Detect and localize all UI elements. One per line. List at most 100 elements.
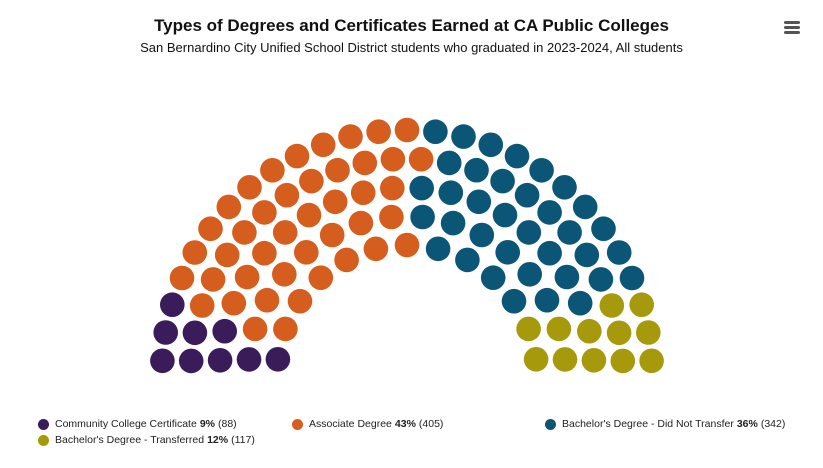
dot-associate-degree[interactable]	[221, 290, 247, 316]
dot-associate-degree[interactable]	[216, 194, 242, 220]
dot-associate-degree[interactable]	[272, 262, 297, 287]
dot-associate-degree[interactable]	[308, 265, 334, 291]
dot-associate-degree[interactable]	[380, 146, 406, 172]
dot-associate-degree[interactable]	[252, 240, 277, 266]
dot-bachelor-s-degree-transferred[interactable]	[629, 292, 654, 318]
dot-associate-degree[interactable]	[334, 247, 359, 273]
dot-bachelor-s-degree-did-not-transfer[interactable]	[495, 240, 520, 265]
dot-bachelor-s-degree-did-not-transfer[interactable]	[537, 240, 562, 266]
dot-associate-degree[interactable]	[274, 182, 300, 208]
dot-associate-degree[interactable]	[232, 220, 257, 245]
dot-bachelor-s-degree-did-not-transfer[interactable]	[469, 222, 495, 248]
dot-bachelor-s-degree-did-not-transfer[interactable]	[423, 119, 448, 144]
dot-community-college-certificate[interactable]	[150, 348, 175, 374]
dot-community-college-certificate[interactable]	[153, 320, 178, 345]
dot-bachelor-s-degree-did-not-transfer[interactable]	[516, 220, 542, 245]
legend-item-bachelors-transferred[interactable]: Bachelor's Degree - Transferred 12% (117…	[38, 434, 255, 446]
dot-bachelor-s-degree-did-not-transfer[interactable]	[455, 247, 480, 273]
dot-community-college-certificate[interactable]	[212, 318, 237, 344]
dot-bachelor-s-degree-did-not-transfer[interactable]	[451, 124, 476, 149]
dot-bachelor-s-degree-transferred[interactable]	[599, 293, 625, 318]
dot-bachelor-s-degree-did-not-transfer[interactable]	[534, 287, 560, 313]
dot-community-college-certificate[interactable]	[265, 347, 291, 372]
dot-associate-degree[interactable]	[198, 216, 223, 241]
dot-associate-degree[interactable]	[394, 117, 420, 143]
dot-associate-degree[interactable]	[379, 204, 404, 230]
dot-bachelor-s-degree-did-not-transfer[interactable]	[464, 157, 489, 183]
dot-bachelor-s-degree-transferred[interactable]	[577, 318, 602, 344]
legend-item-community-college-certificate[interactable]: Community College Certificate 9% (88)	[38, 418, 237, 430]
dot-community-college-certificate[interactable]	[207, 348, 233, 373]
dot-associate-degree[interactable]	[322, 189, 348, 215]
dot-associate-degree[interactable]	[394, 232, 420, 258]
dot-associate-degree[interactable]	[380, 175, 405, 201]
dot-associate-degree[interactable]	[319, 222, 345, 248]
dot-bachelor-s-degree-did-not-transfer[interactable]	[480, 265, 506, 291]
dot-bachelor-s-degree-transferred[interactable]	[546, 316, 572, 342]
dot-associate-degree[interactable]	[363, 236, 389, 262]
dot-bachelor-s-degree-did-not-transfer[interactable]	[514, 182, 540, 208]
dot-bachelor-s-degree-transferred[interactable]	[516, 316, 541, 342]
dot-bachelor-s-degree-transferred[interactable]	[636, 320, 661, 345]
dot-bachelor-s-degree-did-not-transfer[interactable]	[567, 290, 593, 316]
dot-bachelor-s-degree-did-not-transfer[interactable]	[591, 216, 616, 241]
legend-item-bachelors-did-not-transfer[interactable]: Bachelor's Degree - Did Not Transfer 36%…	[545, 418, 785, 430]
dot-associate-degree[interactable]	[348, 210, 374, 236]
dot-bachelor-s-degree-did-not-transfer[interactable]	[517, 262, 542, 287]
dot-bachelor-s-degree-transferred[interactable]	[610, 348, 636, 374]
dot-bachelor-s-degree-did-not-transfer[interactable]	[529, 158, 554, 183]
dot-bachelor-s-degree-did-not-transfer[interactable]	[557, 220, 582, 245]
dot-bachelor-s-degree-did-not-transfer[interactable]	[409, 175, 435, 201]
dot-bachelor-s-degree-did-not-transfer[interactable]	[619, 265, 645, 291]
dot-bachelor-s-degree-transferred[interactable]	[523, 347, 549, 372]
dot-bachelor-s-degree-did-not-transfer[interactable]	[504, 143, 530, 169]
dot-bachelor-s-degree-transferred[interactable]	[606, 320, 632, 346]
dot-associate-degree[interactable]	[310, 132, 336, 158]
dot-bachelor-s-degree-did-not-transfer[interactable]	[554, 264, 580, 290]
dot-associate-degree[interactable]	[272, 220, 298, 245]
dot-associate-degree[interactable]	[252, 200, 277, 225]
dot-associate-degree[interactable]	[242, 316, 268, 342]
dot-bachelor-s-degree-transferred[interactable]	[581, 348, 607, 373]
dot-bachelor-s-degree-transferred[interactable]	[639, 348, 664, 374]
dot-associate-degree[interactable]	[234, 264, 260, 290]
dot-associate-degree[interactable]	[338, 124, 363, 149]
dot-bachelor-s-degree-did-not-transfer[interactable]	[501, 288, 527, 314]
dot-associate-degree[interactable]	[182, 240, 208, 265]
dot-bachelor-s-degree-did-not-transfer[interactable]	[572, 194, 598, 220]
dot-bachelor-s-degree-did-not-transfer[interactable]	[537, 200, 562, 225]
dot-associate-degree[interactable]	[237, 175, 262, 200]
dot-associate-degree[interactable]	[350, 180, 376, 205]
dot-associate-degree[interactable]	[366, 119, 391, 144]
dot-associate-degree[interactable]	[169, 265, 195, 291]
dot-bachelor-s-degree-did-not-transfer[interactable]	[478, 132, 504, 158]
dot-community-college-certificate[interactable]	[182, 320, 208, 346]
dot-associate-degree[interactable]	[287, 288, 313, 314]
hamburger-menu-icon[interactable]	[782, 19, 802, 37]
dot-associate-degree[interactable]	[299, 168, 324, 194]
dot-bachelor-s-degree-did-not-transfer[interactable]	[490, 168, 515, 194]
dot-associate-degree[interactable]	[189, 293, 215, 318]
dot-associate-degree[interactable]	[214, 242, 240, 268]
dot-bachelor-s-degree-did-not-transfer[interactable]	[552, 175, 577, 200]
legend-item-associate-degree[interactable]: Associate Degree 43% (405)	[292, 418, 443, 430]
dot-bachelor-s-degree-did-not-transfer[interactable]	[574, 242, 600, 268]
dot-associate-degree[interactable]	[296, 202, 322, 228]
dot-associate-degree[interactable]	[273, 316, 298, 342]
dot-bachelor-s-degree-transferred[interactable]	[552, 347, 578, 372]
dot-associate-degree[interactable]	[294, 240, 319, 265]
dot-associate-degree[interactable]	[254, 287, 280, 313]
dot-community-college-certificate[interactable]	[160, 292, 185, 318]
dot-bachelor-s-degree-did-not-transfer[interactable]	[606, 240, 632, 265]
dot-associate-degree[interactable]	[284, 143, 310, 169]
dot-associate-degree[interactable]	[260, 158, 285, 183]
dot-associate-degree[interactable]	[325, 157, 350, 183]
dot-bachelor-s-degree-did-not-transfer[interactable]	[466, 189, 492, 215]
dot-associate-degree[interactable]	[408, 146, 434, 172]
dot-bachelor-s-degree-did-not-transfer[interactable]	[425, 236, 451, 262]
dot-associate-degree[interactable]	[352, 150, 378, 176]
dot-bachelor-s-degree-did-not-transfer[interactable]	[588, 267, 614, 292]
dot-bachelor-s-degree-did-not-transfer[interactable]	[410, 204, 435, 230]
dot-community-college-certificate[interactable]	[236, 347, 262, 372]
dot-community-college-certificate[interactable]	[178, 348, 204, 374]
